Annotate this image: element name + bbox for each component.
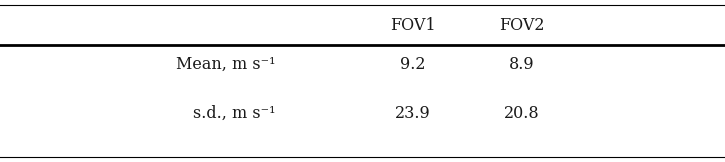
Text: Mean, m s⁻¹: Mean, m s⁻¹ [176, 56, 276, 73]
Text: FOV1: FOV1 [391, 17, 436, 34]
Text: 23.9: 23.9 [395, 105, 431, 122]
Text: FOV2: FOV2 [500, 17, 544, 34]
Text: 8.9: 8.9 [509, 56, 535, 73]
Text: 20.8: 20.8 [504, 105, 540, 122]
Text: 9.2: 9.2 [400, 56, 426, 73]
Text: s.d., m s⁻¹: s.d., m s⁻¹ [193, 105, 276, 122]
